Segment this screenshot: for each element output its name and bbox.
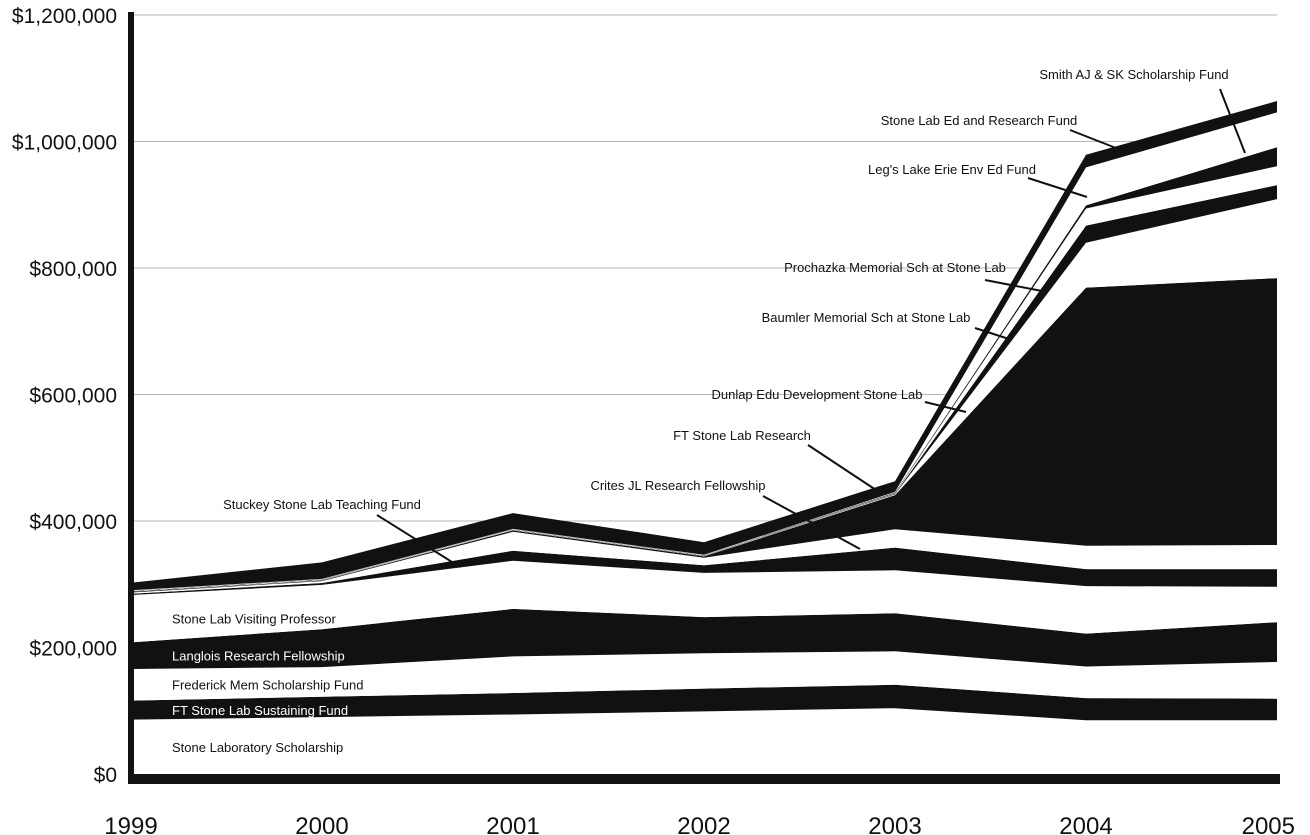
leader-line: [1219, 88, 1246, 154]
y-tick-label: $400,000: [29, 511, 117, 534]
leader-line: [1027, 177, 1088, 198]
callout-label: Leg's Lake Erie Env Ed Fund: [868, 162, 1036, 177]
y-tick-label: $1,000,000: [12, 132, 117, 155]
area-crites-jl-research-fellowship: [131, 529, 1277, 594]
leader-line: [376, 514, 461, 568]
leader-line: [762, 495, 861, 550]
area-dunlap-edu-development-stone-lab: [131, 199, 1277, 592]
area-stone-lab-visiting-professor: [131, 560, 1277, 643]
x-tick-label: 2001: [486, 813, 539, 835]
series-labels: Stone Laboratory Scholarship FT Stone Lab…: [172, 67, 1229, 755]
leader-line: [974, 327, 1013, 341]
callout-label: Prochazka Memorial Sch at Stone Lab: [784, 260, 1006, 275]
band-label: Stone Lab Visiting Professor: [172, 611, 336, 626]
leader-line: [984, 279, 1043, 292]
y-tick-label: $1,200,000: [12, 5, 117, 28]
band-label: Stone Laboratory Scholarship: [172, 740, 343, 755]
callout-label: Dunlap Edu Development Stone Lab: [711, 387, 922, 402]
callout-label: Stone Lab Ed and Research Fund: [881, 113, 1078, 128]
axes: [128, 12, 1280, 784]
x-tick-label: 1999: [104, 813, 157, 835]
area-ft-stone-lab-sustaining-fund: [131, 684, 1277, 721]
y-tick-label: $200,000: [29, 638, 117, 661]
x-tick-label: 2002: [677, 813, 730, 835]
x-axis-tick-labels: 1999 2000 2001 2002 2003 2004 2005: [104, 813, 1295, 835]
area-ft-stone-lab-research: [131, 278, 1277, 593]
callout-label: Crites JL Research Fellowship: [590, 478, 765, 493]
callout-label: FT Stone Lab Research: [673, 428, 811, 443]
area-frederick-mem-scholarship-fund: [131, 651, 1277, 701]
area-langlois-research-fellowship: [131, 608, 1277, 669]
leader-line: [807, 444, 877, 491]
y-tick-label: $800,000: [29, 258, 117, 281]
x-tick-label: 2003: [868, 813, 921, 835]
area-stuckey-stone-lab-teaching-fund: [131, 547, 1277, 595]
band-label: Langlois Research Fellowship: [172, 648, 345, 663]
x-tick-label: 2005: [1242, 813, 1295, 835]
series-areas: [131, 101, 1277, 774]
area-smith-aj-sk-scholarship-fund: [131, 112, 1277, 591]
x-tick-label: 2004: [1059, 813, 1112, 835]
area-prochazka-memorial-sch-at-stone-lab: [131, 166, 1277, 592]
x-tick-label: 2000: [295, 813, 348, 835]
y-axis-tick-labels: $0 $200,000 $400,000 $600,000 $800,000 $1,000…: [12, 5, 117, 787]
band-label: Frederick Mem Scholarship Fund: [172, 678, 363, 693]
callout-leader-lines: [376, 88, 1246, 568]
area-leg-s-lake-erie-env-ed-fund: [131, 147, 1277, 591]
callout-label: Stuckey Stone Lab Teaching Fund: [223, 497, 421, 512]
leader-line: [1069, 129, 1122, 151]
callout-label: Baumler Memorial Sch at Stone Lab: [762, 310, 971, 325]
y-tick-label: $0: [94, 764, 117, 787]
leader-line: [924, 401, 967, 413]
callout-label: Smith AJ & SK Scholarship Fund: [1039, 67, 1228, 82]
band-label: FT Stone Lab Sustaining Fund: [172, 703, 348, 718]
area-stone-laboratory-scholarship: [131, 708, 1277, 774]
y-tick-label: $600,000: [29, 385, 117, 408]
